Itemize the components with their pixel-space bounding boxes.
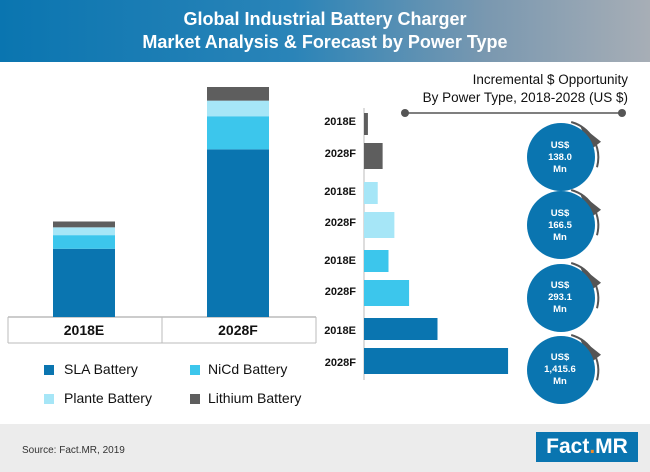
- opportunity-bubble-lithium-battery: [527, 123, 595, 191]
- opportunity-lithium-text: US$ 138.0 Mn: [530, 140, 590, 176]
- stacked-bar-sla-battery-2018e: [53, 248, 115, 317]
- x-tick-label-2018E: 2018E: [63, 322, 105, 338]
- stacked-bar-nicd-battery-2018e: [53, 235, 115, 249]
- stacked-bar-lithium-battery-2018e: [53, 221, 115, 228]
- opportunity-plante-text: US$ 166.5 Mn: [530, 208, 590, 244]
- opportunity-bubble-arc-nicd-battery: [570, 262, 600, 309]
- stacked-bar-lithium-battery-2028f: [207, 87, 269, 101]
- logo-part-1: Fact: [546, 435, 590, 458]
- x-tick-label-2028F: 2028F: [218, 322, 258, 338]
- logo-dot: .: [589, 435, 596, 458]
- opportunity-lithium-unit: Mn: [553, 164, 567, 175]
- legend-label-nicd: NiCd Battery: [208, 361, 288, 377]
- legend-label-lithium: Lithium Battery: [208, 390, 302, 406]
- legend-swatch-sla: [44, 365, 54, 375]
- hbar-nicd-battery-2028f: [364, 280, 410, 306]
- hbar-label-nicd-2028F: 2028F: [324, 286, 356, 298]
- hbar-label-lithium-2018E: 2018E: [324, 116, 356, 128]
- header-banner: Global Industrial Battery Charger Market…: [0, 0, 650, 62]
- factmr-logo: Fact.MR: [536, 432, 638, 462]
- opportunity-plante-currency: US$: [550, 208, 570, 219]
- hbar-label-sla-2018E: 2018E: [324, 325, 356, 337]
- chart-title-line-2: Market Analysis & Forecast by Power Type: [142, 32, 508, 52]
- opportunity-sla-unit: Mn: [553, 376, 567, 387]
- stacked-bar-plante-battery-2018e: [53, 227, 115, 236]
- opportunity-bubble-arc-sla-battery: [570, 334, 600, 381]
- hbar-label-plante-2018E: 2018E: [324, 186, 356, 198]
- opportunity-bubble-arc-lithium-battery: [570, 121, 600, 168]
- hbar-label-sla-2028F: 2028F: [324, 357, 356, 369]
- hbar-lithium-battery-2018e: [364, 113, 368, 135]
- hbar-plante-battery-2018e: [364, 182, 378, 204]
- opportunity-bubble-nicd-battery: [527, 264, 595, 332]
- chart-title-line-1: Global Industrial Battery Charger: [183, 9, 467, 29]
- opportunity-plante-unit: Mn: [553, 232, 567, 243]
- connector-dot-left: [401, 109, 409, 117]
- legend-swatch-plante: [44, 394, 54, 404]
- opportunity-title-line-1: Incremental $ Opportunity: [472, 72, 628, 87]
- legend-label-plante: Plante Battery: [64, 390, 152, 406]
- opportunity-sla-value: 1,415.6: [544, 364, 576, 375]
- opportunity-sla-text: US$ 1,415.6 Mn: [530, 352, 590, 388]
- opportunity-nicd-unit: Mn: [553, 304, 567, 315]
- opportunity-bubble-plante-battery: [527, 191, 595, 259]
- opportunity-plante-value: 166.5: [548, 220, 572, 231]
- connector-dot-right: [618, 109, 626, 117]
- hbar-lithium-battery-2028f: [364, 143, 383, 169]
- hbar-label-lithium-2028F: 2028F: [324, 148, 356, 160]
- opportunity-lithium-value: 138.0: [548, 152, 572, 163]
- stacked-bar-nicd-battery-2028f: [207, 116, 269, 150]
- stacked-bar-sla-battery-2028f: [207, 149, 269, 317]
- logo-part-2: MR: [595, 435, 628, 458]
- source-note: Source: Fact.MR, 2019: [22, 445, 125, 456]
- opportunity-nicd-text: US$ 293.1 Mn: [530, 280, 590, 316]
- opportunity-bubble-sla-battery: [527, 336, 595, 404]
- hbar-sla-battery-2028f: [364, 348, 509, 374]
- hbar-label-nicd-2018E: 2018E: [324, 255, 356, 267]
- hbar-nicd-battery-2018e: [364, 250, 389, 272]
- legend-swatch-lithium: [190, 394, 200, 404]
- opportunity-lithium-currency: US$: [550, 140, 570, 151]
- hbar-sla-battery-2018e: [364, 318, 438, 340]
- hbar-label-plante-2028F: 2028F: [324, 217, 356, 229]
- opportunity-nicd-value: 293.1: [548, 292, 572, 303]
- stacked-bar-plante-battery-2028f: [207, 100, 269, 117]
- opportunity-title-line-2: By Power Type, 2018-2028 (US $): [422, 90, 628, 105]
- chart-area: [7, 87, 626, 404]
- opportunity-sla-currency: US$: [550, 352, 570, 363]
- hbar-plante-battery-2028f: [364, 212, 395, 238]
- opportunity-bubble-arc-plante-battery: [570, 189, 600, 236]
- legend-swatch-nicd: [190, 365, 200, 375]
- legend-label-sla: SLA Battery: [64, 361, 138, 377]
- opportunity-nicd-currency: US$: [550, 280, 570, 291]
